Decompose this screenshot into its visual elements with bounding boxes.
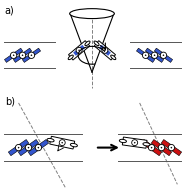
Circle shape: [134, 142, 135, 143]
Ellipse shape: [70, 9, 114, 19]
Circle shape: [132, 140, 138, 146]
Polygon shape: [13, 48, 32, 62]
Ellipse shape: [111, 55, 116, 60]
Polygon shape: [73, 45, 85, 56]
Polygon shape: [8, 139, 29, 156]
Circle shape: [171, 147, 172, 148]
Circle shape: [22, 55, 23, 56]
Polygon shape: [50, 136, 75, 149]
Circle shape: [28, 147, 29, 148]
Circle shape: [10, 52, 17, 58]
Circle shape: [76, 47, 82, 53]
Polygon shape: [141, 139, 162, 156]
Circle shape: [163, 55, 164, 56]
Ellipse shape: [70, 143, 77, 147]
Ellipse shape: [47, 138, 54, 142]
Polygon shape: [18, 139, 39, 156]
Circle shape: [62, 142, 63, 143]
Circle shape: [15, 144, 22, 151]
Ellipse shape: [143, 143, 150, 146]
Circle shape: [28, 52, 35, 58]
Polygon shape: [28, 139, 49, 156]
Text: b): b): [5, 97, 15, 107]
Ellipse shape: [85, 41, 90, 46]
Ellipse shape: [68, 55, 73, 60]
Circle shape: [19, 52, 26, 58]
Polygon shape: [161, 139, 182, 156]
Text: a): a): [5, 6, 14, 16]
Circle shape: [151, 147, 152, 148]
Circle shape: [104, 50, 105, 51]
Circle shape: [59, 140, 65, 146]
Circle shape: [31, 55, 32, 56]
Circle shape: [158, 144, 165, 151]
Polygon shape: [94, 41, 115, 60]
Circle shape: [160, 52, 167, 58]
Circle shape: [154, 55, 155, 56]
Circle shape: [13, 55, 14, 56]
Circle shape: [145, 55, 146, 56]
Circle shape: [148, 144, 155, 151]
Polygon shape: [154, 48, 173, 62]
Ellipse shape: [119, 139, 126, 143]
Ellipse shape: [94, 41, 99, 46]
Polygon shape: [122, 137, 147, 148]
Circle shape: [78, 50, 80, 51]
Circle shape: [168, 144, 175, 151]
Polygon shape: [137, 48, 155, 62]
Polygon shape: [22, 48, 41, 62]
Circle shape: [35, 144, 42, 151]
Polygon shape: [68, 41, 90, 60]
Polygon shape: [4, 48, 23, 62]
Circle shape: [102, 47, 108, 53]
Polygon shape: [99, 45, 111, 56]
Polygon shape: [145, 48, 164, 62]
Circle shape: [38, 147, 39, 148]
Polygon shape: [151, 139, 172, 156]
Circle shape: [25, 144, 32, 151]
Circle shape: [161, 147, 162, 148]
Circle shape: [151, 52, 158, 58]
Circle shape: [18, 147, 19, 148]
Circle shape: [142, 52, 149, 58]
